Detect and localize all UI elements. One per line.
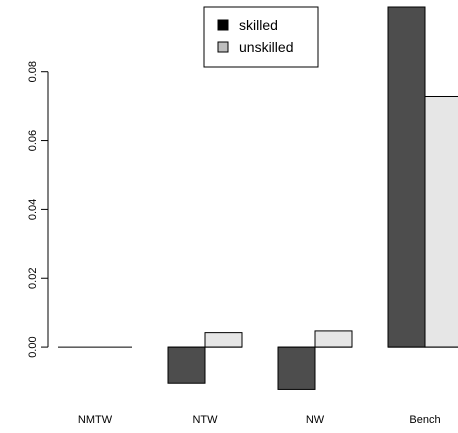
legend-swatch-skilled — [217, 19, 229, 31]
y-tick-label: 0.00 — [27, 336, 39, 357]
y-tick-label: 0.04 — [27, 199, 39, 220]
legend-label-unskilled: unskilled — [239, 39, 293, 55]
legend-swatch-unskilled — [217, 41, 229, 53]
bar-unskilled-ntw — [204, 332, 243, 348]
y-axis: 0.00 0.02 0.04 0.06 0.08 — [27, 61, 49, 358]
category-label-ntw: NTW — [192, 414, 218, 426]
bar-unskilled-nw — [314, 330, 353, 348]
bar-skilled-ntw — [167, 346, 206, 384]
y-tick-label: 0.06 — [27, 130, 39, 151]
category-label-bench: Bench — [409, 414, 440, 426]
category-label-nw: NW — [306, 414, 325, 426]
bar-skilled-nw — [277, 346, 316, 390]
legend: skilled unskilled — [203, 6, 319, 68]
category-label-nmtw: NMTW — [78, 414, 113, 426]
bar-skilled-bench — [387, 6, 426, 348]
legend-box — [203, 6, 319, 68]
bar-unskilled-bench — [424, 95, 458, 348]
legend-label-skilled: skilled — [239, 17, 278, 33]
y-tick-label: 0.08 — [27, 61, 39, 82]
y-tick-label: 0.02 — [27, 268, 39, 289]
category-labels: NMTW NTW NW Bench — [78, 414, 441, 426]
bars — [167, 6, 458, 390]
